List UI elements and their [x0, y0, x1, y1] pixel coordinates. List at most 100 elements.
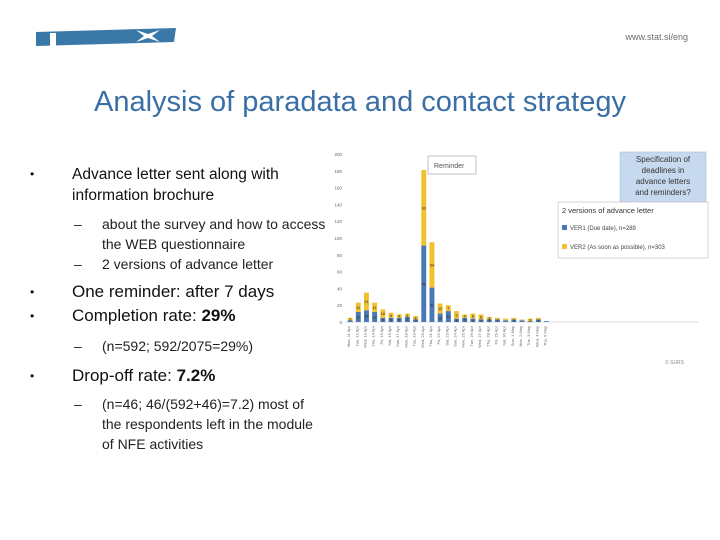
bullet-text: Drop-off rate: [72, 366, 177, 385]
bullet-text: One reminder: after 7 days [72, 282, 275, 301]
bar-segment-ver2 [462, 314, 468, 318]
y-tick-label: 60 [337, 270, 343, 275]
sub-bullet-survey: – about the survey and how to access the… [26, 214, 326, 254]
bar-data-label: 91 [422, 282, 426, 286]
bar-data-label: 12 [356, 315, 360, 319]
bullet-list: • Advance letter sent along with informa… [26, 164, 326, 454]
legend-swatch-ver2 [562, 244, 567, 249]
bar-data-label: 3 [496, 319, 498, 323]
y-tick-label: 20 [337, 303, 343, 308]
bar-data-label: 12 [438, 307, 442, 311]
legend-label-ver2: VER2 (As soon as possible), n=303 [570, 245, 666, 251]
bar-segment-ver2 [347, 317, 353, 321]
bar-data-label: 5 [390, 318, 392, 322]
x-tick-label: Fri, 29 Apr [493, 325, 498, 344]
bar-data-label: 13 [446, 315, 450, 319]
bar-data-label: 3 [480, 319, 482, 323]
dash-icon: – [74, 338, 82, 354]
bar-data-label: 4 [415, 316, 417, 320]
bar-segment-ver1 [503, 320, 509, 322]
bar-segment-ver1 [470, 318, 476, 322]
bar-segment-ver1 [355, 311, 361, 322]
x-tick-label: Sun, 17 Apr [395, 325, 400, 347]
bar-segment-ver1 [478, 319, 484, 322]
bar-data-label: 11 [356, 306, 360, 310]
bar-segment-ver1 [535, 319, 541, 322]
bar-data-label: 5 [464, 318, 466, 322]
bar-segment-ver1 [421, 245, 427, 322]
spec-callout-line3: advance letters [636, 177, 690, 186]
bar-segment-ver2 [380, 309, 386, 318]
reminder-callout-box [427, 155, 477, 175]
bar-data-label: 10 [438, 316, 442, 320]
bar-data-label: 3 [349, 318, 351, 322]
bar-data-label: 3 [488, 319, 490, 323]
bar-data-label: 6 [472, 315, 474, 319]
x-tick-label: Wed, 4 May [534, 326, 539, 347]
bar-data-label: 4 [455, 319, 457, 323]
y-tick-label: 200 [334, 152, 342, 157]
bar-segment-ver1 [388, 317, 394, 322]
bar-segment-ver1 [527, 321, 533, 322]
bar-data-label: 9 [455, 313, 457, 317]
sub-bullet-text: about the survey and how to access the W… [102, 216, 326, 252]
bar-segment-ver2 [372, 302, 378, 312]
x-tick-label: Sat, 23 Apr [444, 325, 449, 345]
bar-segment-ver2 [454, 311, 459, 319]
bar-segment-ver1 [396, 317, 402, 322]
spec-callout-line2: deadlines in [642, 166, 685, 175]
bar-data-label: 21 [364, 300, 368, 304]
bar-segment-ver1 [511, 319, 517, 322]
bar-segment-ver1 [437, 313, 443, 322]
bullet-advance-letter: • Advance letter sent along with informa… [26, 164, 326, 206]
sub-bullet-versions: – 2 versions of advance letter [26, 254, 326, 274]
bullet-dot-icon: • [30, 167, 35, 181]
x-tick-label: Mon, 2 May [518, 326, 523, 347]
bar-segment-ver1 [486, 319, 492, 322]
bar-segment-ver2 [535, 317, 541, 320]
x-tick-label: Sun, 24 Apr [453, 325, 458, 347]
bullet-reminder: • One reminder: after 7 days [26, 280, 326, 304]
bar-segment-ver2 [527, 318, 533, 322]
bar-data-label: 10 [381, 312, 385, 316]
x-tick-label: Mon, 25 Apr [461, 325, 466, 347]
sub-bullet-text: 2 versions of advance letter [102, 256, 274, 272]
y-tick-label: 140 [334, 202, 342, 207]
y-tick-label: 120 [334, 219, 342, 224]
y-tick-label: 80 [337, 253, 343, 258]
x-tick-label: Thu, 21 Apr [428, 325, 433, 346]
y-tick-label: 40 [337, 286, 343, 291]
x-tick-label: Wed, 27 Apr [477, 325, 482, 348]
bar-segment-ver2 [429, 242, 435, 288]
bullet-text: Completion rate: [72, 306, 202, 325]
bar-data-label: 7 [447, 307, 449, 311]
sub-bullet-completion: – (n=592; 592/2075=29%) [26, 336, 326, 356]
x-tick-label: Tue, 3 May [526, 326, 531, 346]
legend-label-ver1: VER1 (Due date), n=289 [570, 226, 637, 232]
bar-data-label: 6 [480, 315, 482, 319]
x-tick-label: Tue, 19 Apr [412, 325, 417, 346]
bar-data-label: 5 [382, 318, 384, 322]
bar-segment-ver1 [404, 316, 410, 322]
dropoff-rate-value: 7.2% [176, 366, 216, 385]
bar-data-label: 5 [398, 318, 400, 322]
spec-callout-line1: Specification of [636, 155, 691, 164]
bar-data-label: 41 [430, 303, 434, 307]
dash-icon: – [74, 396, 82, 412]
bullet-text: Advance letter sent along with informati… [72, 166, 279, 204]
x-tick-label: Thu, 14 Apr [371, 325, 376, 346]
bar-segment-ver1 [445, 311, 451, 322]
bullet-dropoff-rate: • Drop-off rate: 7.2% [26, 364, 326, 388]
slide-title: Analysis of paradata and contact strateg… [94, 86, 626, 118]
bar-data-label: 6 [406, 318, 408, 322]
bar-segment-ver2 [355, 302, 361, 312]
x-tick-label: Mon, 11 Apr [346, 325, 351, 347]
x-tick-label: Thu, 5 May [543, 326, 548, 346]
x-tick-label: Fri, 15 Apr [379, 325, 384, 344]
legend-box [557, 201, 709, 259]
bar-data-label: 3 [415, 319, 417, 323]
x-tick-label: Tue, 12 Apr [354, 325, 359, 346]
x-tick-label: Wed, 20 Apr [420, 325, 425, 348]
bar-segment-ver2 [364, 292, 369, 311]
bar-data-label: 4 [406, 314, 408, 318]
